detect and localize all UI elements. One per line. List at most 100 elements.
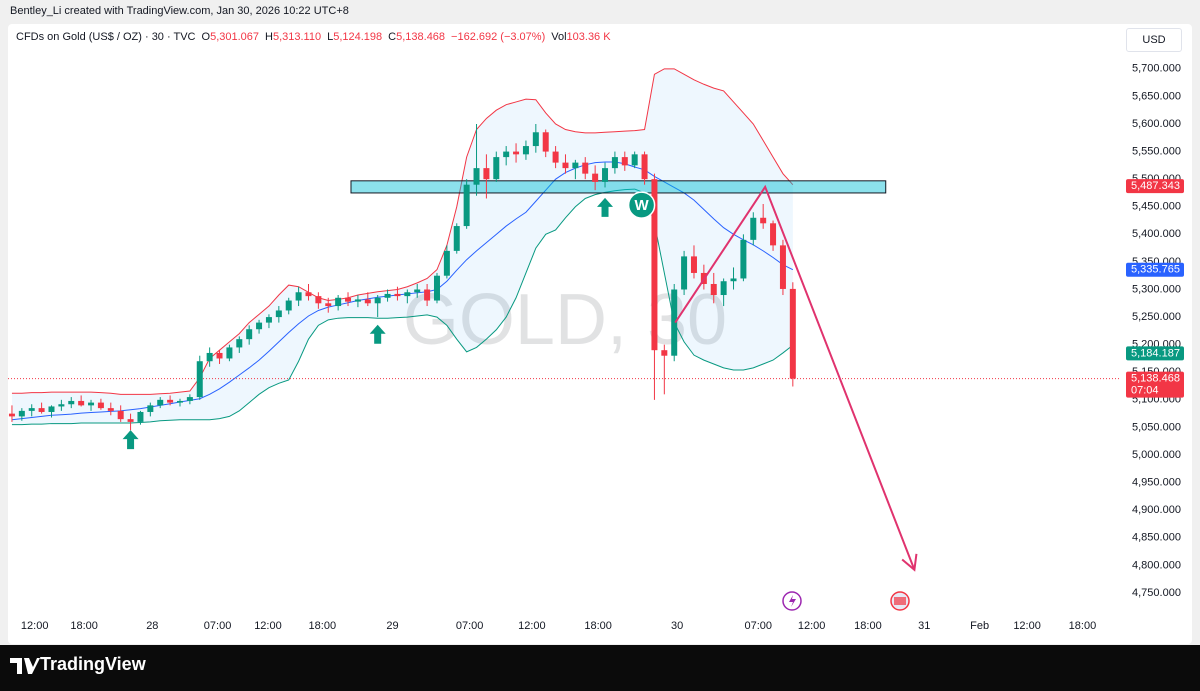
buy-arrow	[122, 430, 139, 450]
candle-body	[631, 154, 638, 166]
candle-body	[275, 310, 282, 318]
y-tick-label: 4,950.000	[1132, 477, 1181, 489]
candle-body	[730, 278, 737, 282]
candle-body	[414, 289, 421, 293]
buy-arrow	[369, 324, 386, 344]
chart-panel	[8, 24, 1192, 644]
x-tick-label: 12:00	[254, 620, 282, 632]
candle-body	[463, 184, 470, 227]
y-tick-label: 5,450.000	[1132, 201, 1181, 213]
candle-body	[246, 329, 253, 340]
candle-body	[364, 299, 371, 304]
candle-body	[602, 168, 609, 182]
ohlc-value: 5,301.067	[210, 31, 260, 43]
candle-body	[671, 289, 678, 356]
x-tick-label: 30	[671, 620, 683, 632]
symbol-title[interactable]: CFDs on Gold (US$ / OZ) · 30 · TVC	[16, 31, 196, 43]
candle-body	[770, 223, 777, 246]
candle-body	[582, 162, 589, 174]
candle-body	[562, 162, 569, 169]
y-tick-label: 4,850.000	[1132, 532, 1181, 544]
ohlc-value: 5,313.110	[272, 31, 322, 43]
candle-body	[621, 157, 628, 166]
candle-body	[157, 399, 164, 406]
candle-body	[661, 350, 668, 356]
pattern-marker-label: W	[635, 197, 650, 214]
candle-body	[354, 299, 361, 302]
candle-body	[572, 162, 579, 169]
candle-body	[335, 297, 342, 307]
x-tick-label: 07:00	[744, 620, 772, 632]
candle-body	[740, 239, 747, 279]
x-tick-label: 18:00	[854, 620, 882, 632]
candle-body	[265, 317, 272, 323]
y-tick-label: 5,050.000	[1132, 421, 1181, 433]
candle-body	[760, 217, 767, 224]
candle-body	[186, 397, 193, 401]
candle-body	[641, 154, 648, 180]
candle-body	[216, 352, 223, 359]
candle-body	[433, 275, 440, 301]
flag-glyph	[894, 597, 906, 605]
candle-body	[176, 400, 183, 403]
price-label-box	[1126, 179, 1184, 194]
candle-body	[592, 173, 599, 182]
candle-body	[107, 408, 114, 411]
candle-body	[48, 406, 55, 412]
candle-body	[779, 245, 786, 289]
candle-body	[58, 404, 65, 407]
candle-body	[720, 281, 727, 296]
x-tick-label: 18:00	[309, 620, 337, 632]
band-line	[11, 68, 794, 395]
candle-body	[532, 132, 539, 147]
candle-body	[285, 300, 292, 311]
x-tick-label: 29	[386, 620, 398, 632]
volume-value: 103.36 K	[566, 31, 611, 43]
ohlc-key: L	[327, 31, 334, 43]
footer-bar	[0, 645, 1200, 691]
price-label: 5,138.468	[1131, 373, 1180, 385]
candle-body	[789, 288, 796, 379]
candle-body	[690, 256, 697, 273]
candle-body	[394, 293, 401, 297]
y-tick-label: 5,700.000	[1132, 63, 1181, 75]
candle-body	[522, 146, 529, 155]
x-tick-label: 12:00	[21, 620, 49, 632]
trend-arrowhead	[901, 553, 918, 572]
price-label: 5,184.187	[1131, 347, 1180, 359]
band-fill	[11, 68, 793, 425]
candle-body	[315, 296, 322, 304]
candle-body	[38, 408, 45, 412]
x-tick-label: 12:00	[798, 620, 826, 632]
y-tick-label: 5,550.000	[1132, 145, 1181, 157]
x-tick-label: 18:00	[70, 620, 98, 632]
candle-body	[552, 151, 559, 163]
candle-body	[137, 411, 144, 422]
x-tick-label: 28	[146, 620, 158, 632]
candle-body	[167, 399, 174, 403]
candle-body	[127, 419, 134, 422]
band-line	[11, 188, 794, 426]
candle-body	[384, 293, 391, 298]
candle-body	[443, 250, 450, 276]
candle-body	[611, 157, 618, 169]
candle-body	[503, 151, 510, 158]
candle-body	[147, 405, 154, 412]
candle-body	[78, 400, 85, 406]
candle-body	[345, 297, 352, 302]
x-tick-label: Feb	[970, 620, 989, 632]
x-tick-label: 12:00	[1013, 620, 1041, 632]
bar-countdown: 07:04	[1131, 385, 1159, 397]
y-tick-label: 5,300.000	[1132, 283, 1181, 295]
candle-body	[88, 402, 95, 406]
candle-body	[196, 361, 203, 398]
price-label-box	[1126, 371, 1184, 398]
candle-body	[18, 410, 25, 417]
price-label-box	[1126, 262, 1184, 277]
x-tick-label: 18:00	[584, 620, 612, 632]
candle-body	[750, 217, 757, 240]
ohlc-value: 5,124.198	[333, 31, 383, 43]
candle-body	[374, 297, 381, 304]
currency-button[interactable]: USD	[1126, 28, 1182, 52]
y-tick-label: 4,750.000	[1132, 587, 1181, 599]
